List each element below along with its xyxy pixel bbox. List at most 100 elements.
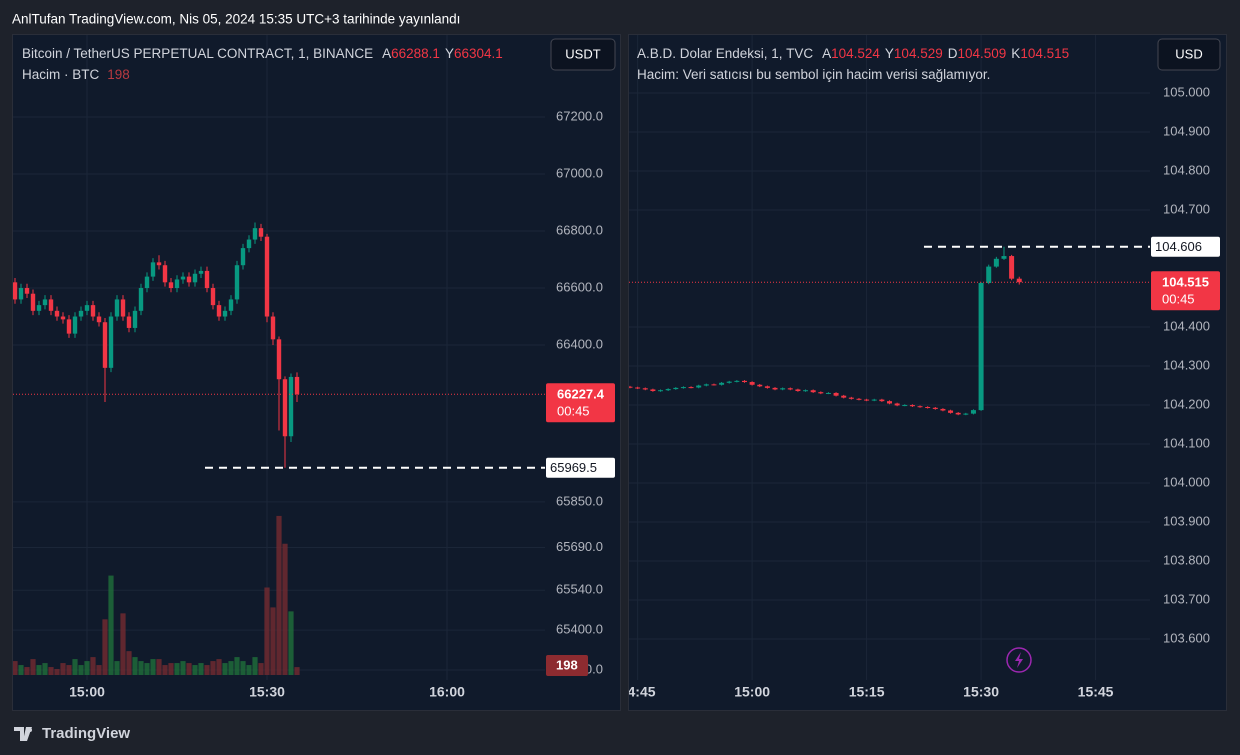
header: AnlTufan TradingView.com, Nis 05, 2024 1…	[12, 12, 460, 27]
currency-button[interactable]	[1157, 38, 1221, 71]
volume-bar	[36, 665, 42, 675]
y-tick-label: 104.900	[1163, 123, 1210, 138]
x-tick-label: 15:00	[69, 684, 105, 700]
ohlc-value: 66304.1	[454, 46, 503, 61]
x-tick-label: 16:00	[429, 684, 465, 700]
candle-body	[917, 406, 923, 408]
currency-button[interactable]	[550, 38, 616, 71]
candle-body	[66, 319, 72, 334]
alert-icon[interactable]	[1006, 647, 1032, 673]
ohlc-key: A	[822, 46, 831, 61]
volume-bar	[192, 665, 198, 675]
last-price-box	[1151, 271, 1220, 311]
candle-body	[650, 389, 656, 392]
volume-bar	[204, 665, 210, 675]
currency-label[interactable]: USD	[1175, 46, 1202, 61]
legend: Bitcoin / TetherUS PERPETUAL CONTRACT, 1…	[22, 46, 503, 82]
extreme-label: 65969.5	[550, 460, 597, 475]
candle-body	[36, 305, 42, 311]
legend: A.B.D. Dolar Endeksi, 1, TVC A104.524 Y104…	[637, 46, 1069, 82]
candle-body	[726, 381, 732, 383]
ohlc-value: 104.524	[831, 46, 880, 61]
countdown: 00:45	[557, 404, 590, 419]
y-tick-label: 104.000	[1163, 474, 1210, 489]
volume-title: Hacim · BTC	[22, 67, 100, 82]
candle-body	[902, 405, 908, 407]
currency-label[interactable]: USDT	[565, 46, 600, 61]
candle-body	[180, 276, 186, 280]
time-axis: 14:45 15:00 15:15 15:30 15:45	[620, 684, 1114, 700]
candle-body	[1001, 256, 1007, 259]
volume-bar	[222, 663, 228, 675]
candle-body	[741, 380, 747, 383]
candle-body	[60, 316, 66, 320]
candle-body	[955, 412, 961, 415]
candle-body	[282, 379, 288, 437]
volume-bar	[108, 575, 114, 675]
volume-bar	[48, 667, 54, 675]
y-tick-label: 104.800	[1163, 162, 1210, 177]
candle-body	[240, 248, 246, 266]
volume-bar	[156, 659, 162, 675]
candle-body	[963, 413, 969, 415]
y-tick-label: 66600.0	[556, 279, 603, 294]
x-tick-label: 15:30	[249, 684, 285, 700]
candle-body	[216, 305, 222, 317]
y-tick-label: 67000.0	[556, 165, 603, 180]
volume-bar	[258, 663, 264, 675]
candle-body	[703, 384, 709, 386]
y-tick-label: 103.900	[1163, 513, 1210, 528]
volume-bar	[90, 657, 96, 675]
ohlc-key: D	[948, 46, 958, 61]
volume-bar	[66, 665, 72, 675]
x-tick-label: 14:45	[620, 684, 656, 700]
candle-body	[734, 380, 740, 382]
y-tick-label: 104.100	[1163, 435, 1210, 450]
candle-body	[1016, 278, 1022, 283]
candle-body	[270, 316, 276, 340]
candle-body	[198, 270, 204, 274]
candle-body	[150, 262, 156, 277]
candle-body	[772, 387, 778, 390]
volume-bar	[186, 663, 192, 675]
candle-body	[168, 282, 174, 289]
volume-bar	[174, 663, 180, 675]
volume-bar	[252, 657, 258, 675]
candle-body	[780, 388, 786, 390]
candle-body	[818, 392, 824, 394]
volume-bar	[24, 667, 30, 675]
volume-bar	[114, 661, 120, 675]
volume-bar	[180, 661, 186, 675]
candle-body	[803, 390, 809, 392]
candle-body	[114, 299, 120, 317]
candle-body	[174, 279, 180, 289]
volume-legend: Hacim: Veri satıcısı bu sembol için haci…	[637, 67, 990, 82]
candle-body	[787, 388, 793, 390]
candle-body	[629, 386, 633, 388]
volume-bar	[288, 611, 294, 675]
candle-body	[1009, 256, 1015, 279]
candle-body	[78, 310, 84, 317]
y-tick-label: 66400.0	[556, 336, 603, 351]
candle-body	[246, 239, 252, 249]
y-tick-label: 105.000	[1163, 84, 1210, 99]
y-tick-label: 104.200	[1163, 396, 1210, 411]
x-tick-label: 15:30	[963, 684, 999, 700]
candle-body	[252, 228, 258, 240]
volume-bar	[132, 657, 138, 675]
y-tick-label: 104.400	[1163, 318, 1210, 333]
volume-bar	[282, 543, 288, 675]
candle-body	[932, 407, 938, 409]
candle-body	[90, 305, 96, 317]
candle-body	[970, 410, 976, 414]
candle-body	[848, 397, 854, 399]
candle-body	[719, 382, 725, 385]
volume-bar	[246, 665, 252, 675]
candle-body	[856, 398, 862, 400]
brand-logo	[14, 727, 32, 741]
y-tick-label: 103.600	[1163, 630, 1210, 645]
x-tick-label: 15:45	[1078, 684, 1114, 700]
candle-body	[673, 387, 679, 390]
candle-body	[696, 385, 702, 388]
